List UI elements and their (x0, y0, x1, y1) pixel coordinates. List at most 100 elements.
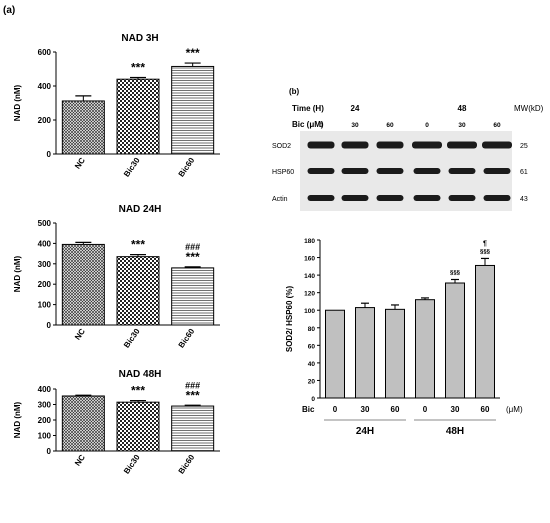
nad-24h-chart: NAD 24H 0 100 200 300 400 500 NAD (nM) NC *** Bic3… (13, 204, 220, 350)
significance-mark: *** (131, 238, 145, 252)
blot-band (376, 141, 404, 149)
x-tick-label: 60 (481, 405, 490, 414)
bar-0 (415, 299, 435, 399)
panel-b-label: (b) (289, 87, 300, 96)
blot-band (341, 141, 369, 149)
y-axis-label: NAD (nM) (13, 401, 22, 438)
y-tick-label: 300 (38, 260, 52, 269)
y-tick-label: 100 (38, 301, 52, 310)
blot-band (376, 168, 404, 174)
blot-mw-sod2: 25 (520, 143, 528, 150)
nad-3h-chart: NAD 3H 0 200 400 600 NAD (nM) NC *** Bic30 *** Bic… (13, 33, 220, 179)
y-tick-label: 140 (304, 273, 315, 280)
blot-dose-label: 30 (351, 122, 359, 129)
x-tick-label: Bic30 (122, 453, 142, 476)
western-blot: Time (H) Bic (μM) MW(kD) 24 48 0 30 60 0 30 60… (272, 104, 544, 211)
blot-band (376, 195, 404, 201)
blot-band (341, 168, 369, 174)
x-tick-label: Bic30 (122, 327, 142, 350)
blot-row-sod2: SOD2 (272, 143, 291, 150)
x-tick-label: 60 (391, 405, 400, 414)
blot-dose-label: 60 (493, 122, 501, 129)
sod2-hsp60-chart: 0 20 40 60 80 100 120 140 160 180 SOD2/ HSP60 (%) 0… (285, 238, 523, 437)
x-tick-label: 30 (361, 405, 370, 414)
group-label-24h: 24H (356, 426, 374, 437)
blot-mw-label: MW(kD) (514, 104, 544, 113)
y-tick-label: 60 (308, 343, 316, 350)
blot-dose-label: 0 (319, 122, 323, 129)
significance-mark: §§§ (480, 249, 491, 255)
y-tick-label: 500 (38, 219, 52, 228)
chart-title: NAD 24H (119, 204, 162, 215)
blot-band (413, 195, 441, 201)
blot-time-label: Time (H) (292, 104, 324, 113)
blot-band (307, 168, 335, 174)
x-tick-label: Bic60 (177, 327, 197, 350)
y-tick-label: 0 (47, 150, 52, 159)
y-tick-label: 200 (38, 116, 52, 125)
significance-mark-2: ¶ (483, 240, 487, 247)
blot-dose-label: 60 (386, 122, 394, 129)
x-tick-label: NC (73, 453, 87, 468)
significance-mark: *** (131, 61, 145, 75)
x-unit-label: (μM) (506, 405, 523, 414)
bar-60 (475, 264, 495, 399)
y-tick-label: 80 (308, 326, 316, 333)
blot-dose-label: 30 (458, 122, 466, 129)
x-tick-label: 0 (333, 405, 338, 414)
panel-a-label: (a) (3, 5, 15, 16)
blot-time-24: 24 (351, 104, 360, 113)
blot-bic-label: Bic (μM) (292, 120, 324, 129)
bar-bic30 (116, 256, 160, 326)
blot-band (447, 141, 477, 149)
bar-30 (445, 282, 465, 399)
y-tick-label: 0 (311, 396, 315, 403)
blot-band (448, 195, 476, 201)
x-tick-label: Bic30 (122, 156, 142, 179)
y-tick-label: 20 (308, 378, 316, 385)
y-axis-label: NAD (nM) (13, 255, 22, 292)
blot-band (412, 141, 442, 149)
y-tick-label: 0 (47, 447, 52, 456)
blot-band (341, 195, 369, 201)
bar-bic60 (171, 267, 215, 326)
y-tick-label: 100 (304, 308, 315, 315)
significance-mark: §§§ (450, 271, 461, 277)
y-tick-label: 300 (38, 401, 52, 410)
chart-title: NAD 3H (121, 33, 158, 44)
y-tick-label: 120 (304, 291, 315, 298)
bar-nc (61, 395, 105, 452)
blot-band (413, 168, 441, 174)
blot-band (482, 141, 512, 149)
y-tick-label: 200 (38, 280, 52, 289)
y-tick-label: 100 (38, 432, 52, 441)
blot-band (448, 168, 476, 174)
x-tick-label: Bic60 (177, 453, 197, 476)
blot-band (307, 141, 335, 149)
significance-mark: *** (186, 46, 200, 60)
x-tick-label: 0 (423, 405, 428, 414)
nad-48h-chart: NAD 48H 0 100 200 300 400 NAD (nM) NC *** Bic30 **… (13, 369, 220, 476)
y-tick-label: 200 (38, 416, 52, 425)
blot-dose-label: 0 (425, 122, 429, 129)
bar-0 (325, 309, 345, 399)
bar-60 (385, 308, 405, 399)
chart-title: NAD 48H (119, 369, 162, 380)
y-tick-label: 0 (47, 321, 52, 330)
y-tick-label: 600 (38, 48, 52, 57)
y-tick-label: 400 (38, 239, 52, 248)
bar-30 (355, 307, 375, 399)
y-tick-label: 160 (304, 256, 315, 263)
bar-nc (61, 100, 105, 155)
blot-time-48: 48 (458, 104, 467, 113)
blot-mw-actin: 43 (520, 196, 528, 203)
y-tick-label: 400 (38, 385, 52, 394)
x-tick-label: NC (73, 327, 87, 342)
blot-mw-hsp60: 61 (520, 169, 528, 176)
bar-nc (61, 243, 105, 326)
y-tick-label: 400 (38, 82, 52, 91)
x-prefix-label: Bic (302, 405, 315, 414)
bar-bic30 (116, 401, 160, 452)
blot-row-hsp60: HSP60 (272, 169, 294, 176)
y-axis-label: NAD (nM) (13, 84, 22, 121)
